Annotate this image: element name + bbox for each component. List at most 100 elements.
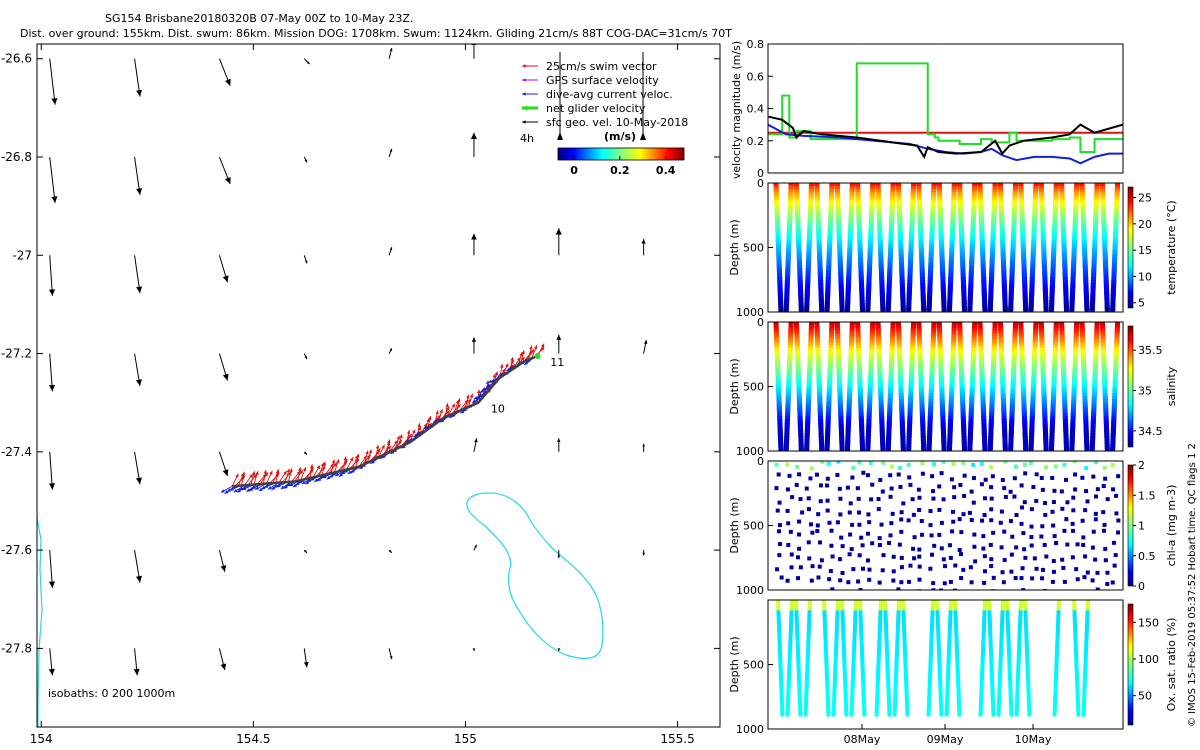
section-point xyxy=(828,342,834,348)
section-point xyxy=(1061,384,1067,390)
section-point xyxy=(1051,242,1057,248)
section-point xyxy=(787,208,793,214)
section-point xyxy=(949,234,955,240)
section-point xyxy=(971,333,977,339)
section-point xyxy=(805,404,811,410)
section-point xyxy=(777,632,782,637)
section-point xyxy=(928,265,934,271)
section-point xyxy=(795,220,801,226)
section-point xyxy=(1011,214,1017,220)
section-point xyxy=(972,325,978,331)
section-point xyxy=(807,217,813,223)
section-point xyxy=(786,237,792,243)
swim-vector-head xyxy=(263,470,267,474)
section-point xyxy=(859,294,865,300)
section-point xyxy=(1079,328,1085,334)
section-point xyxy=(867,251,873,257)
section-point xyxy=(947,282,953,288)
section-point xyxy=(1082,398,1088,404)
section-point xyxy=(1071,259,1077,265)
section-point xyxy=(877,379,883,385)
section-point xyxy=(1050,396,1056,402)
section-point xyxy=(861,681,866,686)
section-point xyxy=(1074,325,1080,331)
section-point xyxy=(1102,379,1108,385)
section-point xyxy=(895,628,900,633)
section-point xyxy=(971,194,977,200)
section-point xyxy=(858,271,864,277)
section-point xyxy=(1062,274,1068,280)
section-point xyxy=(1070,288,1076,294)
section-point xyxy=(1111,540,1116,545)
section-point xyxy=(892,706,897,711)
section-point xyxy=(926,302,932,308)
geo-vector xyxy=(556,334,562,354)
section-point xyxy=(950,211,956,217)
geo-vector-head xyxy=(389,655,393,660)
section-point xyxy=(1028,305,1034,311)
section-point xyxy=(859,296,865,302)
section-point xyxy=(784,282,790,288)
section-point xyxy=(1039,191,1045,197)
map-xtick-label: 154.5 xyxy=(236,732,270,746)
section-points xyxy=(773,322,1121,451)
section-point xyxy=(977,191,983,197)
section-point xyxy=(979,225,985,231)
section-clabel: temperature (°C) xyxy=(1165,200,1178,294)
section-point xyxy=(1114,511,1119,516)
section-point xyxy=(829,328,835,334)
section-point xyxy=(789,607,794,612)
section-point xyxy=(1083,413,1089,419)
section-point xyxy=(806,381,812,387)
section-point xyxy=(1019,203,1025,209)
section-point xyxy=(1071,254,1077,260)
section-point xyxy=(787,473,792,478)
section-point xyxy=(961,288,967,294)
section-point xyxy=(828,339,834,345)
section-point xyxy=(998,342,1004,348)
section-point xyxy=(1062,259,1068,265)
geo-vector xyxy=(643,339,648,354)
section-point xyxy=(998,322,1004,328)
section-point xyxy=(999,234,1005,240)
section-point xyxy=(1101,231,1107,237)
section-point xyxy=(806,251,812,257)
section-point xyxy=(948,271,954,277)
section-point xyxy=(778,542,783,547)
section-point xyxy=(878,401,884,407)
section-ytick-label: 1000 xyxy=(736,445,764,458)
section-point xyxy=(1041,262,1047,268)
section-point xyxy=(838,291,844,297)
section-point xyxy=(785,712,790,717)
section-point xyxy=(876,356,882,362)
section-point xyxy=(992,183,998,189)
map-y-axis: -26.6-26.8-27-27.2-27.4-27.6-27.8 xyxy=(1,52,720,655)
section-point xyxy=(1093,557,1098,562)
section-point xyxy=(897,364,903,370)
section-point xyxy=(1069,435,1075,441)
section-point xyxy=(851,669,856,674)
section-point xyxy=(920,299,926,305)
section-point xyxy=(776,390,782,396)
track-line xyxy=(232,354,539,488)
section-point xyxy=(1032,556,1037,561)
section-point xyxy=(970,223,976,229)
section-point xyxy=(990,248,996,254)
section-point xyxy=(980,259,986,265)
section-point xyxy=(902,641,907,646)
section-point xyxy=(1021,404,1027,410)
section-point xyxy=(1022,500,1027,505)
section-point xyxy=(859,302,865,308)
section-point xyxy=(804,687,809,692)
section-point xyxy=(780,703,785,708)
section-point xyxy=(823,641,828,646)
section-point xyxy=(1102,257,1108,263)
section-point xyxy=(989,393,995,399)
section-point xyxy=(815,523,820,528)
section-point xyxy=(857,251,863,257)
section-point xyxy=(1001,285,1007,291)
section-point xyxy=(806,257,812,263)
section-point xyxy=(832,693,837,698)
section-point xyxy=(806,390,812,396)
section-point xyxy=(877,647,882,652)
